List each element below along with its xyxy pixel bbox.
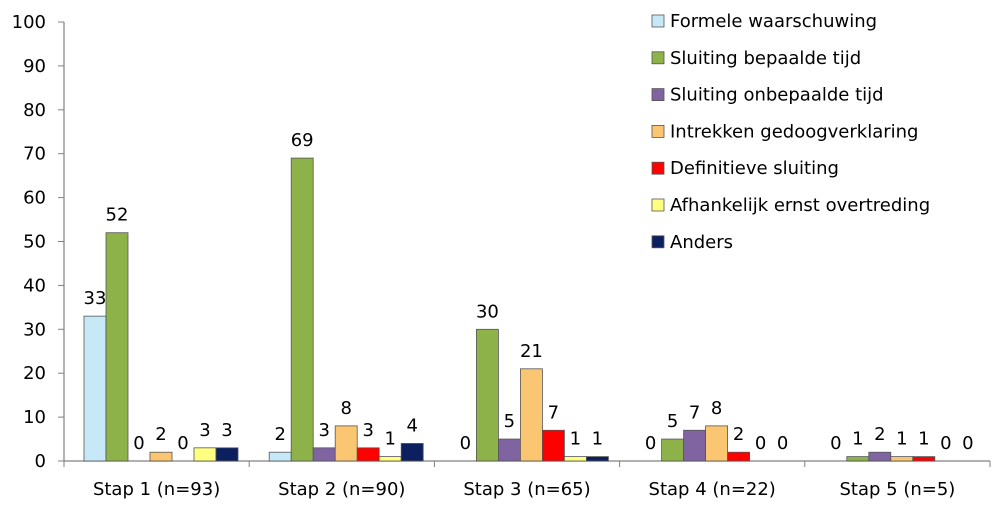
legend-swatch <box>651 235 665 249</box>
bar <box>378 456 402 462</box>
data-label: 1 <box>918 429 929 450</box>
bar <box>475 328 499 462</box>
x-category-label: Stap 2 (n=90) <box>278 479 405 500</box>
data-label: 3 <box>318 420 329 441</box>
legend-label: Sluiting bepaalde tijd <box>670 48 861 69</box>
bar <box>520 368 543 462</box>
y-tick-label: 20 <box>23 363 46 384</box>
bar <box>564 456 587 462</box>
data-label: 30 <box>476 301 499 322</box>
y-tick-label: 0 <box>35 451 46 472</box>
data-label: 1 <box>384 429 395 450</box>
legend-swatch <box>651 88 665 101</box>
bar <box>334 425 358 462</box>
x-category-label: Stap 1 (n=93) <box>93 479 220 500</box>
data-label: 0 <box>177 433 188 454</box>
bar <box>705 425 728 462</box>
y-tick-label: 40 <box>23 275 46 296</box>
bar <box>497 438 521 462</box>
data-label: 0 <box>940 433 951 454</box>
data-label: 0 <box>460 433 471 454</box>
bar <box>868 451 892 462</box>
data-label: 7 <box>548 402 559 423</box>
legend-swatch <box>651 161 665 175</box>
x-category-label: Stap 5 (n=5) <box>839 479 955 500</box>
data-label: 1 <box>592 429 603 450</box>
y-tick-label: 50 <box>23 232 46 253</box>
legend-swatch <box>651 51 665 65</box>
bar <box>400 443 424 462</box>
legend-label: Anders <box>670 232 733 253</box>
data-label: 0 <box>777 433 788 454</box>
bar <box>290 157 314 462</box>
bar <box>661 438 684 462</box>
data-label: 3 <box>221 420 232 441</box>
bar <box>268 451 292 462</box>
y-tick-label: 80 <box>23 100 46 121</box>
data-label: 0 <box>755 433 766 454</box>
data-label: 4 <box>406 415 417 436</box>
bar <box>542 429 565 462</box>
data-label: 0 <box>645 433 656 454</box>
data-label: 33 <box>84 288 107 309</box>
data-label: 2 <box>733 424 744 445</box>
data-label: 21 <box>520 341 543 362</box>
y-tick-label: 10 <box>23 407 46 428</box>
legend-label: Afhankelijk ernst overtreding <box>670 195 930 216</box>
legend-label: Definitieve sluiting <box>670 158 839 179</box>
data-label: 5 <box>667 411 678 432</box>
data-label: 1 <box>852 429 863 450</box>
data-label: 2 <box>874 424 885 445</box>
data-label: 3 <box>199 420 210 441</box>
data-label: 8 <box>340 398 351 419</box>
bar <box>215 447 239 462</box>
legend-label: Formele waarschuwing <box>670 11 877 32</box>
bar <box>149 451 173 462</box>
data-label: 3 <box>362 420 373 441</box>
y-tick-label: 60 <box>23 188 46 209</box>
y-tick-label: 100 <box>12 12 46 33</box>
data-label: 52 <box>106 205 129 226</box>
data-label: 69 <box>291 130 314 151</box>
data-label: 2 <box>155 424 166 445</box>
bar <box>912 456 936 462</box>
x-category-label: Stap 3 (n=65) <box>463 479 590 500</box>
bar <box>105 232 129 462</box>
data-label: 0 <box>133 433 144 454</box>
legend-swatch <box>651 14 665 28</box>
bar <box>193 447 217 462</box>
data-label: 2 <box>274 424 285 445</box>
x-category-label: Stap 4 (n=22) <box>649 479 776 500</box>
data-label: 1 <box>570 429 581 450</box>
bar <box>727 451 750 462</box>
bar <box>683 429 706 462</box>
bar <box>586 456 609 462</box>
bar <box>356 447 380 462</box>
bar <box>83 315 107 462</box>
y-tick-label: 30 <box>23 319 46 340</box>
data-label: 0 <box>830 433 841 454</box>
legend-swatch <box>651 198 665 212</box>
data-label: 8 <box>711 398 722 419</box>
legend-swatch <box>651 125 665 138</box>
y-tick-label: 90 <box>23 56 46 77</box>
bar <box>890 456 914 462</box>
data-label: 1 <box>896 429 907 450</box>
data-label: 5 <box>504 411 515 432</box>
legend-label: Intrekken gedoogverklaring <box>670 121 918 142</box>
bar <box>312 447 336 462</box>
legend-label: Sluiting onbepaalde tijd <box>670 85 884 106</box>
data-label: 0 <box>962 433 973 454</box>
y-tick-label: 70 <box>23 144 46 165</box>
bar <box>846 456 870 462</box>
data-label: 7 <box>689 402 700 423</box>
